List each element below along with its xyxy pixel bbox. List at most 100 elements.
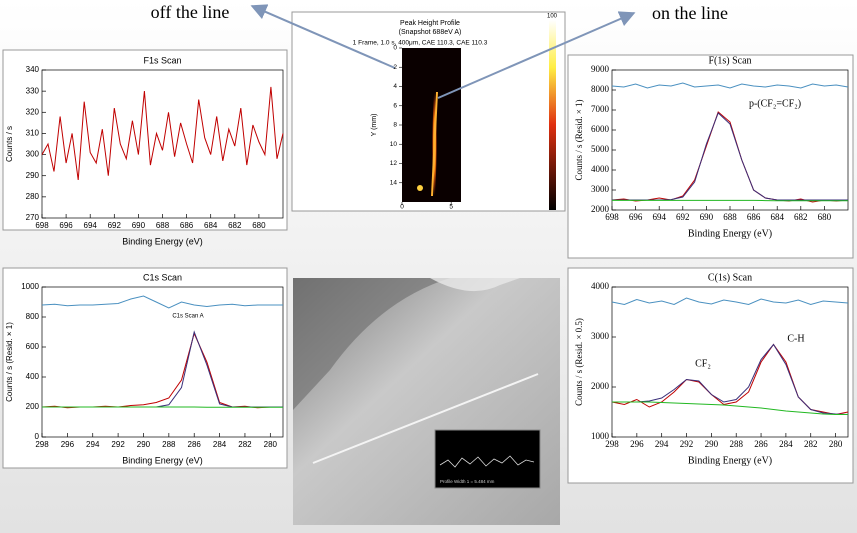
sem-shadow xyxy=(293,278,450,410)
x-tick-label: 290 xyxy=(137,440,151,449)
y-tick-label: 8000 xyxy=(591,84,610,94)
chart-frame xyxy=(2,267,288,469)
chart: F1s Scan Binding Energy (eV) Counts / s 270… xyxy=(2,49,288,246)
x-axis-label: Binding Energy (eV) xyxy=(122,455,203,465)
y-tick-label: 0 xyxy=(393,45,397,52)
x-tick-label: 294 xyxy=(86,440,100,449)
y-tick-label: 300 xyxy=(26,150,40,159)
inset-caption: Profile Width 1 = 5.484 mm xyxy=(440,479,495,484)
chart-frame xyxy=(2,49,288,231)
x-tick-label: 290 xyxy=(705,439,719,449)
x-tick-label: 684 xyxy=(770,212,784,222)
y-tick-label: 12 xyxy=(390,160,398,167)
y-axis-label: Counts / s xyxy=(5,126,14,162)
y-tick-label: 330 xyxy=(26,86,40,95)
x-tick-label: 282 xyxy=(238,440,252,449)
x-tick-label: 684 xyxy=(204,221,218,230)
x-tick-label: 696 xyxy=(629,212,643,222)
x-tick-label: 296 xyxy=(630,439,644,449)
y-tick-label: 340 xyxy=(26,65,40,74)
y-tick-label: 2000 xyxy=(591,381,610,391)
y-tick-label: 3000 xyxy=(591,331,610,341)
x-tick-label: 288 xyxy=(162,440,176,449)
inset xyxy=(434,429,541,489)
x-tick-label: 688 xyxy=(156,221,170,230)
chart-title: C(1s) Scan xyxy=(708,272,752,283)
chart: F(1s) Scan Binding Energy (eV) Counts / s … xyxy=(567,54,854,259)
annotation: C1s Scan A xyxy=(172,314,203,320)
y-tick-label: 14 xyxy=(390,179,398,186)
y-tick-label: 800 xyxy=(26,312,40,321)
y-tick-label: 4000 xyxy=(591,164,610,174)
y-tick-label: 280 xyxy=(26,192,40,201)
chart-frame xyxy=(567,267,854,484)
y-axis-label: Counts / s (Resid. × 1) xyxy=(5,322,14,402)
x-tick-label: 694 xyxy=(652,212,666,222)
chart: C(1s) Scan Binding Energy (eV) Counts / s … xyxy=(567,267,854,484)
arrow xyxy=(250,4,396,69)
profile-line xyxy=(312,373,539,464)
y-tick-label: 0 xyxy=(35,432,40,441)
callout: off the line xyxy=(151,2,230,22)
x-tick-label: 692 xyxy=(676,212,690,222)
x-tick-label: 698 xyxy=(605,212,619,222)
y-tick-label: 600 xyxy=(26,342,40,351)
y-axis-label: Counts / s (Resid. × 1) xyxy=(574,99,584,180)
y-tick-label: 320 xyxy=(26,107,40,116)
y-tick-label: 200 xyxy=(26,402,40,411)
x-tick-label: 680 xyxy=(252,221,266,230)
x-tick-label: 288 xyxy=(729,439,743,449)
x-tick-label: 298 xyxy=(605,439,619,449)
annotation: p-(CF₂=CF₂) xyxy=(749,98,801,109)
colorbar-label: 100 xyxy=(547,14,558,20)
y-tick-label: 3000 xyxy=(591,184,610,194)
x-tick-label: 282 xyxy=(804,439,818,449)
annotation: C-H xyxy=(787,333,804,344)
x-tick-label: 686 xyxy=(747,212,761,222)
image-caption: 1 Frame, 1.0 s, 400μm, CAE 110.3, CAE 11… xyxy=(353,40,488,47)
x-tick-label: 0 xyxy=(400,204,404,211)
chart-title: F1s Scan xyxy=(143,55,181,65)
image-subtitle: (Snapshot 688eV A) xyxy=(399,29,462,36)
y-tick-label: 5000 xyxy=(591,144,610,154)
x-tick-label: 286 xyxy=(754,439,768,449)
x-tick-label: 294 xyxy=(655,439,669,449)
x-tick-label: 690 xyxy=(132,221,146,230)
y-tick-label: 4000 xyxy=(591,281,610,291)
x-tick-label: 692 xyxy=(108,221,122,230)
x-axis-label: Binding Energy (eV) xyxy=(688,455,772,466)
x-axis-label: Binding Energy (eV) xyxy=(688,228,772,239)
y-tick-label: 9000 xyxy=(591,64,610,74)
y-axis-label: Counts / s (Resid. × 0.5) xyxy=(574,318,584,406)
x-tick-label: 696 xyxy=(59,221,73,230)
x-tick-label: 280 xyxy=(829,439,843,449)
chart-frame xyxy=(567,54,854,259)
y-tick-label: 1000 xyxy=(21,282,39,291)
x-tick-label: 292 xyxy=(111,440,125,449)
hotspot xyxy=(417,185,423,191)
x-tick-label: 690 xyxy=(700,212,714,222)
x-tick-label: 680 xyxy=(818,212,832,222)
x-tick-label: 284 xyxy=(779,439,793,449)
series-line xyxy=(41,295,283,309)
x-tick-label: 292 xyxy=(680,439,694,449)
series-line xyxy=(41,86,284,180)
y-tick-label: 400 xyxy=(26,372,40,381)
x-tick-label: 686 xyxy=(180,221,194,230)
annotation: CF₂ xyxy=(695,358,711,369)
y-tick-label: 6 xyxy=(393,102,397,109)
x-tick-label: 682 xyxy=(794,212,808,222)
series-line xyxy=(612,343,849,415)
sem-fragment xyxy=(430,278,520,292)
inset-profile xyxy=(439,455,535,468)
x-tick-label: 698 xyxy=(35,221,49,230)
plot-area xyxy=(611,286,849,438)
y-tick-label: 10 xyxy=(390,141,398,148)
y-tick-label: 1000 xyxy=(591,431,610,441)
x-tick-label: 280 xyxy=(264,440,278,449)
x-axis-label: Binding Energy (eV) xyxy=(122,236,203,246)
sem-panel: Profile Width 1 = 5.484 mm xyxy=(293,278,560,525)
chart: C1s Scan Binding Energy (eV) Counts / s (R… xyxy=(2,267,288,469)
x-tick-label: 682 xyxy=(228,221,242,230)
y-tick-label: 7000 xyxy=(591,104,610,114)
